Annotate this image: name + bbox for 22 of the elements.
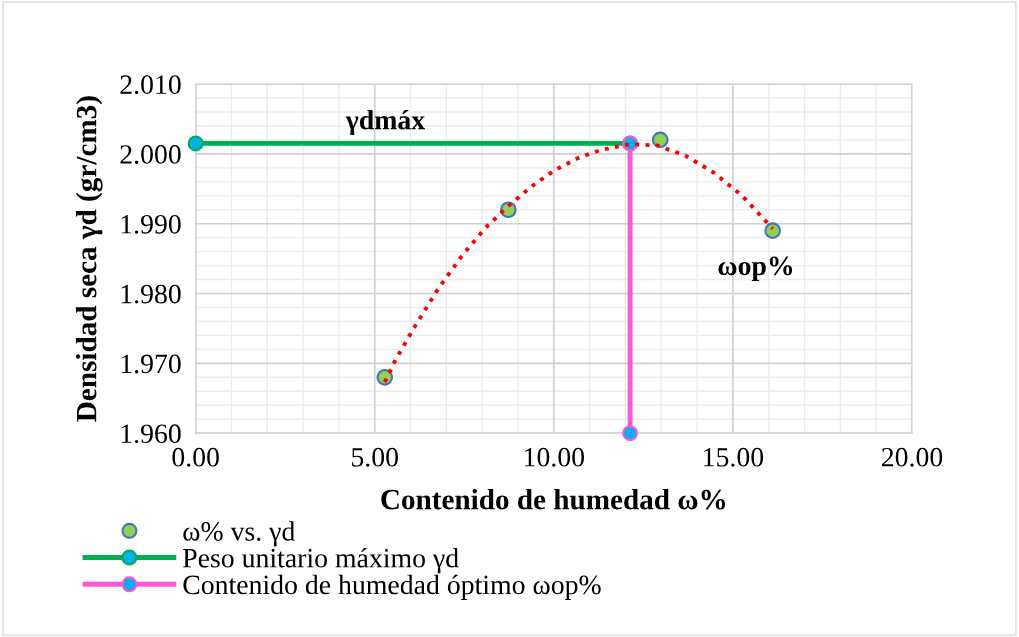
point xyxy=(651,131,669,149)
annotation: γdmáx xyxy=(345,109,426,136)
y-tick-label: 1.980 xyxy=(121,284,181,304)
y-tick-label: 1.970 xyxy=(121,354,181,374)
x-tick-label: 15.00 xyxy=(704,447,764,467)
legend-label: Peso unitario máximo γd xyxy=(183,547,459,574)
point xyxy=(187,135,204,152)
x-tick-label: 0.00 xyxy=(172,447,219,467)
x-axis-title: Contenido de humedad ω% xyxy=(381,488,726,510)
y-tick-label: 1.960 xyxy=(121,424,181,444)
point xyxy=(622,425,639,442)
annotation: ωop% xyxy=(718,256,793,281)
point xyxy=(764,222,781,240)
x-tick-label: 10.00 xyxy=(525,447,585,467)
x-tick-label: 20.00 xyxy=(881,447,943,467)
y-tick-label: 1.990 xyxy=(121,214,181,234)
y-tick-label: 2.010 xyxy=(120,75,181,95)
y-tick-label: 2.000 xyxy=(120,145,181,164)
y-axis-title: Densidad seca γd (gr/cm3) xyxy=(75,96,103,422)
legend-label: Contenido de humedad óptimo ωop% xyxy=(183,574,601,600)
legend-label: ω% vs. γd xyxy=(183,521,295,547)
x-tick-label: 5.00 xyxy=(352,447,398,467)
